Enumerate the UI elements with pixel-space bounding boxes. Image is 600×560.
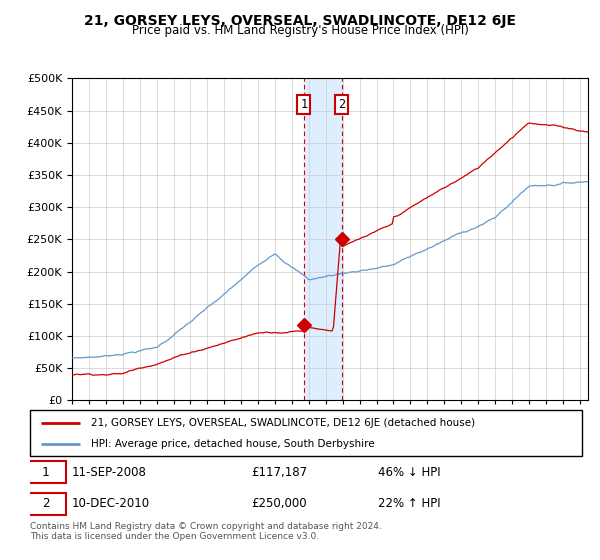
Text: 22% ↑ HPI: 22% ↑ HPI <box>378 497 440 510</box>
Bar <box>304 78 342 400</box>
Text: 21, GORSEY LEYS, OVERSEAL, SWADLINCOTE, DE12 6JE: 21, GORSEY LEYS, OVERSEAL, SWADLINCOTE, … <box>84 14 516 28</box>
Text: Contains HM Land Registry data © Crown copyright and database right 2024.
This d: Contains HM Land Registry data © Crown c… <box>30 522 382 542</box>
Text: 1: 1 <box>300 97 307 111</box>
Text: £250,000: £250,000 <box>251 497 307 510</box>
Text: 21, GORSEY LEYS, OVERSEAL, SWADLINCOTE, DE12 6JE (detached house): 21, GORSEY LEYS, OVERSEAL, SWADLINCOTE, … <box>91 418 475 428</box>
Text: £117,187: £117,187 <box>251 465 307 479</box>
Text: 2: 2 <box>42 497 49 510</box>
FancyBboxPatch shape <box>25 493 66 515</box>
FancyBboxPatch shape <box>25 461 66 483</box>
Text: 2: 2 <box>338 97 346 111</box>
Text: 11-SEP-2008: 11-SEP-2008 <box>71 465 146 479</box>
Text: 46% ↓ HPI: 46% ↓ HPI <box>378 465 440 479</box>
Text: HPI: Average price, detached house, South Derbyshire: HPI: Average price, detached house, Sout… <box>91 439 374 449</box>
Text: Price paid vs. HM Land Registry's House Price Index (HPI): Price paid vs. HM Land Registry's House … <box>131 24 469 37</box>
Text: 1: 1 <box>42 465 49 479</box>
Text: 10-DEC-2010: 10-DEC-2010 <box>71 497 149 510</box>
